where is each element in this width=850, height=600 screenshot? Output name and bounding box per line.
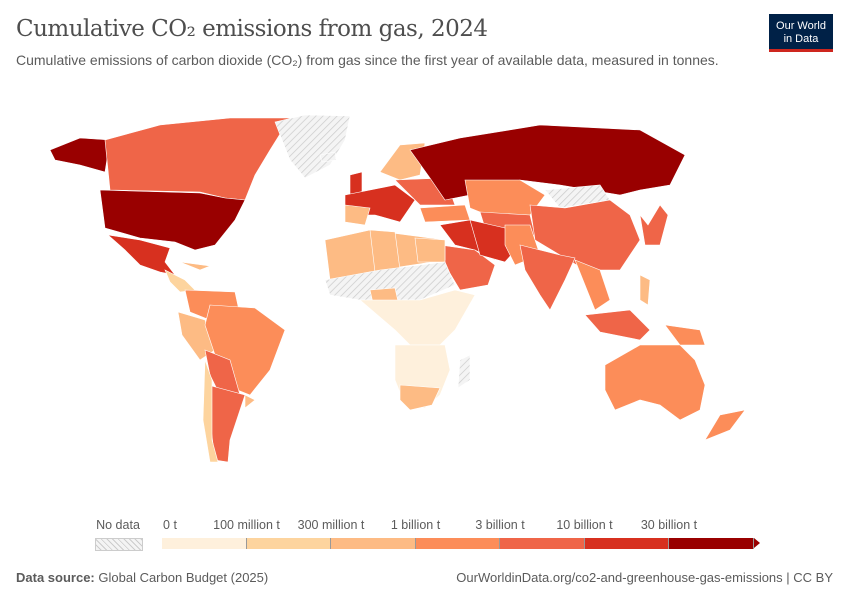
country-cuba[interactable] — [179, 261, 212, 271]
country-southeast-asia[interactable] — [574, 259, 611, 311]
legend-swatch-4 — [500, 538, 585, 549]
country-uk[interactable] — [349, 171, 363, 196]
country-papua[interactable] — [664, 324, 706, 346]
world-map — [49, 114, 746, 463]
legend-label-4: 3 billion t — [475, 518, 525, 532]
country-south-africa[interactable] — [399, 384, 441, 411]
legend: No data 0 t 100 million t 300 million t 1 b… — [0, 510, 850, 555]
country-spain[interactable] — [344, 204, 371, 226]
legend-label-1: 100 million t — [213, 518, 280, 532]
country-philippines[interactable] — [639, 274, 651, 306]
legend-no-data-swatch — [95, 538, 143, 551]
country-china[interactable] — [529, 199, 641, 271]
country-united-states[interactable] — [99, 189, 246, 251]
footer-url[interactable]: OurWorldinData.org/co2-and-greenhouse-ga… — [456, 570, 833, 585]
country-russia[interactable] — [409, 124, 686, 201]
country-greenland[interactable] — [274, 114, 351, 179]
legend-swatch-3 — [415, 538, 500, 549]
legend-swatch-5 — [584, 538, 669, 549]
legend-label-6: 30 billion t — [640, 518, 698, 532]
country-chile[interactable] — [202, 359, 219, 463]
legend-swatch-0 — [162, 538, 247, 549]
country-australia[interactable] — [604, 344, 706, 421]
country-turkey[interactable] — [419, 204, 471, 223]
legend-swatch-2 — [331, 538, 416, 549]
country-alaska[interactable] — [49, 137, 111, 173]
country-central-america[interactable] — [164, 269, 196, 293]
country-indonesia[interactable] — [584, 309, 651, 341]
legend-label-2: 300 million t — [297, 518, 365, 532]
legend-label-3: 1 billion t — [390, 518, 441, 532]
country-egypt[interactable] — [414, 237, 446, 263]
logo-line1: Our World — [776, 20, 826, 32]
country-central-africa[interactable] — [359, 289, 476, 346]
country-iceland[interactable] — [319, 151, 337, 163]
country-new-zealand[interactable] — [704, 409, 746, 441]
chart-subtitle: Cumulative emissions of carbon dioxide (… — [16, 52, 719, 68]
country-uruguay[interactable] — [244, 394, 256, 409]
owid-logo[interactable]: Our World in Data — [769, 14, 833, 52]
legend-swatch-6 — [669, 538, 754, 549]
chart-title: Cumulative CO₂ emissions from gas, 2024 — [16, 16, 488, 42]
legend-arrow — [753, 538, 760, 548]
country-canada[interactable] — [104, 117, 291, 201]
country-korea-japan[interactable] — [639, 204, 669, 246]
legend-label-0: 0 t — [163, 518, 177, 532]
country-algeria[interactable] — [369, 229, 401, 273]
legend-label-5: 10 billion t — [556, 518, 613, 532]
source-label: Data source: — [16, 570, 95, 585]
logo-line2: in Data — [783, 33, 819, 45]
source-link[interactable]: Global Carbon Budget (2025) — [98, 570, 269, 585]
country-madagascar[interactable] — [457, 354, 471, 389]
country-india[interactable] — [519, 244, 576, 311]
country-sahel[interactable] — [324, 261, 456, 301]
data-source: Data source: Global Carbon Budget (2025) — [16, 570, 268, 585]
legend-swatch-1 — [246, 538, 331, 549]
legend-no-data-label: No data — [96, 518, 140, 532]
